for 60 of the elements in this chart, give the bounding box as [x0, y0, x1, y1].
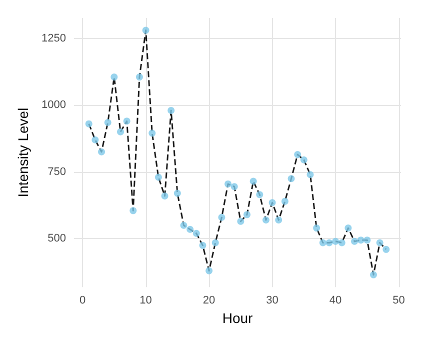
point	[174, 190, 181, 197]
point	[123, 118, 130, 125]
point	[332, 238, 340, 245]
point	[364, 236, 371, 244]
point	[237, 218, 244, 225]
y-axis-title: Intensity Level	[15, 108, 31, 198]
y-tick-label: 1250	[42, 32, 66, 44]
point	[306, 171, 314, 178]
point	[281, 198, 288, 205]
y-tick-label: 500	[48, 232, 66, 245]
point	[186, 226, 194, 233]
point	[142, 26, 150, 34]
point	[300, 156, 308, 164]
point	[212, 239, 219, 246]
point	[326, 239, 333, 246]
point	[180, 222, 188, 229]
point	[382, 246, 390, 253]
point	[288, 175, 295, 182]
point	[148, 130, 156, 137]
point	[136, 74, 143, 81]
x-tick-label: 30	[266, 294, 278, 307]
point	[370, 271, 377, 278]
point	[357, 236, 364, 244]
point	[192, 230, 200, 237]
point	[168, 106, 175, 114]
x-tick-label: 0	[79, 294, 86, 307]
point	[98, 148, 106, 156]
point	[250, 178, 257, 185]
x-tick-label: 20	[202, 294, 216, 307]
point	[262, 216, 270, 224]
point	[92, 136, 99, 144]
point	[376, 239, 384, 246]
y-tick-label: 750	[48, 166, 66, 178]
point	[256, 191, 264, 198]
point	[104, 118, 112, 126]
point	[230, 183, 238, 190]
point	[275, 216, 282, 224]
point	[344, 224, 352, 232]
point	[206, 267, 213, 274]
point	[161, 192, 168, 200]
point	[116, 128, 124, 136]
point	[224, 180, 232, 188]
point	[85, 120, 92, 128]
point	[154, 174, 162, 181]
point	[199, 242, 206, 249]
point	[243, 211, 250, 218]
point	[313, 224, 320, 232]
x-axis-title: Hour	[222, 310, 254, 326]
point	[110, 74, 118, 81]
y-tick-label: 1000	[42, 99, 66, 112]
point	[130, 207, 137, 214]
point	[268, 199, 276, 206]
point	[338, 239, 346, 246]
point	[351, 238, 358, 245]
x-tick-label: 10	[140, 294, 152, 307]
x-tick-label: 50	[392, 294, 405, 307]
x-tick-label: 40	[329, 294, 342, 307]
point	[218, 214, 226, 221]
point	[294, 151, 302, 158]
point	[319, 239, 326, 246]
